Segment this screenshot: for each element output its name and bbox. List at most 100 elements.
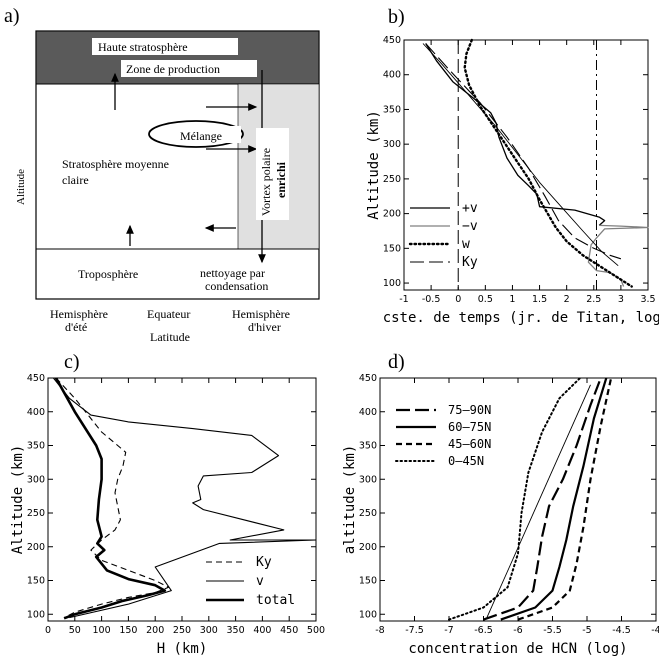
chart-c-series-total <box>54 377 167 620</box>
chart-d-xtick-label: -7 <box>444 625 453 636</box>
chart-b-series-v <box>425 43 606 226</box>
chart-d-ytick-label: 400 <box>359 407 377 418</box>
chart-d-xlabel: concentration de HCN (log) <box>408 641 627 657</box>
chart-b-series-Ky <box>425 43 622 260</box>
chart-d-ytick-label: 100 <box>359 609 377 620</box>
chart-c-series-Ky <box>55 377 170 619</box>
chart-b-ytick-label: 100 <box>383 278 401 289</box>
haute-strato-box <box>92 38 238 55</box>
chart-c-ytick-label: 450 <box>27 373 45 384</box>
chart-b-ytick-label: 300 <box>383 139 401 150</box>
vortex-label-1: Vortex polaire <box>259 148 273 216</box>
chart-b-ytick-label: 150 <box>383 243 401 254</box>
chart-d-series-4560N <box>517 377 613 621</box>
chart-d-xtick-label: -6.5 <box>474 625 493 636</box>
chart-c-xtick-label: 0 <box>45 625 51 636</box>
chart-c-legend-label: v <box>256 574 264 589</box>
hem-hiver-1: Hemisphère <box>232 307 290 321</box>
chart-c-xtick-label: 350 <box>227 625 245 636</box>
chart-c-ytick-label: 250 <box>27 508 45 519</box>
chart-b-legend-label: w <box>462 237 470 252</box>
chart-c-xlabel: H (km) <box>157 641 208 657</box>
chart-c-ytick-label: 350 <box>27 441 45 452</box>
chart-c-ytick-label: 200 <box>27 542 45 553</box>
zone-prod-label: Zone de production <box>126 62 220 76</box>
chart-d-xtick-label: -6 <box>513 625 522 636</box>
latitude-label: Latitude <box>150 330 190 344</box>
panel-c-tag: c) <box>64 351 80 373</box>
chart-b-legend-label: −v <box>462 219 478 234</box>
chart-b-xtick-label: 3 <box>618 294 624 305</box>
chart-d-xtick-label: -5 <box>582 625 591 636</box>
panel-d-tag: d) <box>388 351 405 373</box>
nett-label-1: nettoyage par <box>200 266 265 280</box>
equateur-label: Equateur <box>147 307 190 321</box>
chart-d-ytick-label: 450 <box>359 373 377 384</box>
chart-b-xtick-label: -0.5 <box>422 294 441 305</box>
chart-c-xtick-label: 150 <box>119 625 137 636</box>
chart-d-series-6075N <box>500 377 608 621</box>
altitude-label-a: Altitude <box>15 169 27 205</box>
chart-d-legend-label: 75–90N <box>448 403 491 417</box>
chart-b-xtick-label: 0 <box>455 294 461 305</box>
chart-c-legend-label: Ky <box>256 555 272 570</box>
chart-b-xtick-label: 1 <box>509 294 515 305</box>
chart-c-ytick-label: 300 <box>27 474 45 485</box>
hem-ete-1: Hemisphère <box>50 307 108 321</box>
vortex-label-2: enrichi <box>274 161 288 198</box>
chart-d-ytick-label: 300 <box>359 474 377 485</box>
chart-d-xtick-label: -8 <box>375 625 384 636</box>
chart-b-ytick-label: 250 <box>383 174 401 185</box>
chart-d-ylabel: altitude (km) <box>342 445 358 555</box>
chart-c-ytick-label: 150 <box>27 576 45 587</box>
chart-b-xtick-label: 3.5 <box>640 294 655 305</box>
chart-d-xtick-label: -4.5 <box>612 625 631 636</box>
chart-b-ylabel: Altitude (km) <box>366 110 382 220</box>
chart-c-xtick-label: 200 <box>146 625 164 636</box>
chart-c-xtick-label: 500 <box>307 625 325 636</box>
chart-c-ylabel: Altitude (km) <box>10 445 26 555</box>
nett-label-2: condensation <box>205 279 268 293</box>
chart-c-xtick-label: 250 <box>173 625 191 636</box>
chart-d-legend-label: 0–45N <box>448 454 484 468</box>
chart-c-xtick-label: 50 <box>69 625 81 636</box>
chart-d-xtick-label: -5.5 <box>543 625 562 636</box>
hem-ete-2: d'été <box>65 320 87 334</box>
melange-box <box>175 126 241 143</box>
chart-d-ytick-label: 150 <box>359 576 377 587</box>
chart-c-legend-label: total <box>256 593 295 608</box>
strato-label-1: Stratosphère moyenne <box>62 157 169 171</box>
chart-b: -1 -0.5 0 0.5 1 1.5 2 2.5 3 3.5 100 150 200 250 300 350… <box>366 35 659 326</box>
chart-b-ytick-label: 200 <box>383 209 401 220</box>
chart-d-legend-label: 60–75N <box>448 420 491 434</box>
chart-c-xtick-label: 450 <box>280 625 298 636</box>
chart-b-legend-label: Ky <box>462 255 478 270</box>
chart-b-xtick-label: 2 <box>564 294 570 305</box>
chart-c: 0 50 100 150 200 250 300 350 400 450 500 100 150 200 2… <box>10 373 325 657</box>
zone-prod-box <box>121 60 257 77</box>
chart-b-xtick-label: -1 <box>399 294 408 305</box>
chart-c-xtick-label: 400 <box>253 625 271 636</box>
tropo-label: Troposphère <box>78 267 138 281</box>
chart-d-xtick-label: -4 <box>651 625 659 636</box>
panel-a-tag: a) <box>4 5 20 27</box>
chart-b-xtick-label: 2.5 <box>586 294 601 305</box>
chart-d-series-reference <box>486 384 591 618</box>
chart-d-series-045N <box>448 377 582 621</box>
panel-b-tag: b) <box>388 6 405 28</box>
chart-d: -8 -7.5 -7 -6.5 -6 -5.5 -5 -4.5 -4 100 150 200 250 30… <box>342 373 659 657</box>
chart-c-plot-area <box>47 377 317 622</box>
chart-b-ytick-label: 350 <box>383 104 401 115</box>
chart-c-series-v <box>52 377 317 619</box>
hem-hiver-2: d'hiver <box>248 320 281 334</box>
chart-b-series-w <box>463 38 633 288</box>
mixing-loop <box>148 120 244 148</box>
chart-d-ytick-label: 200 <box>359 542 377 553</box>
chart-d-ytick-label: 350 <box>359 441 377 452</box>
vortex-box <box>256 128 289 220</box>
chart-b-ytick-label: 400 <box>383 70 401 81</box>
panel-a: a) Haute stratosphère Zone de production… <box>4 5 320 344</box>
chart-d-legend-label: 45–60N <box>448 437 491 451</box>
chart-c-xtick-label: 300 <box>200 625 218 636</box>
